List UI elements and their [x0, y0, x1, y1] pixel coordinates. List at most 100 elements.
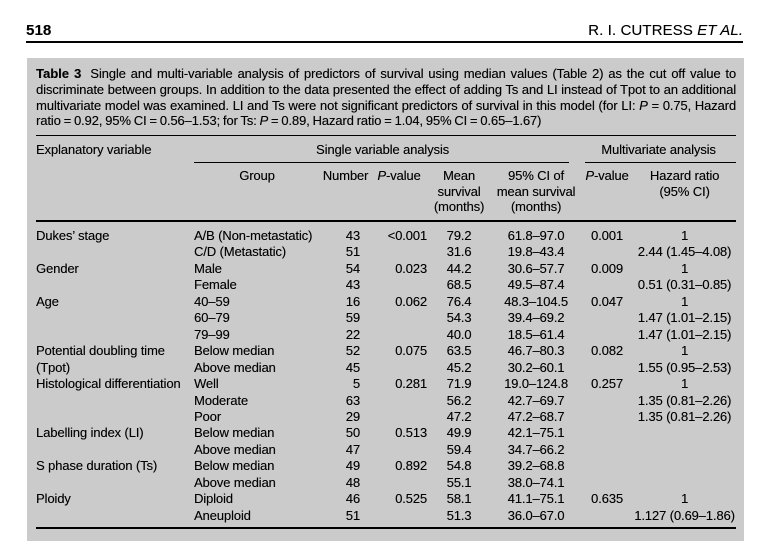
table-row: Age 40–59 16 0.062 76.4 48.3–104.5 0.047 1: [36, 294, 736, 310]
caption-line-1: Table 3 Single and multi-variable analysi…: [36, 66, 737, 81]
table-cell: Above median: [194, 474, 276, 490]
table-cell: 47.2: [446, 408, 472, 424]
table-row: Above median 47 59.4 34.7–66.2: [36, 442, 736, 458]
running-head: R. I. CUTRESS ET AL.: [588, 21, 743, 39]
table-cell: 34.7–66.2: [507, 441, 565, 457]
table-cell: 39.2–68.8: [507, 458, 565, 474]
table-row: Dukes’ stage A/B (Non-metastatic) 43 <0.001…: [36, 228, 736, 244]
table-cell: [633, 475, 736, 491]
table-cell: 0.257: [591, 376, 623, 392]
table-cell: 45.2: [446, 359, 472, 375]
table-cell: 49: [345, 458, 360, 474]
table-cell: Ploidy: [36, 491, 71, 507]
table-cell: [371, 442, 427, 458]
col-header-p-value-multivariate: P-value: [585, 167, 629, 183]
table-cell: 54.8: [446, 458, 472, 474]
table-cell: 63: [345, 392, 360, 408]
table-cell: 2.44 (1.45–4.08): [637, 244, 732, 260]
table-cell: 50: [345, 425, 360, 441]
col-header-ci-mean-survival: 95% CI of mean survival (months): [496, 167, 576, 215]
table-cell: 51: [345, 507, 360, 523]
table-cell: [371, 508, 427, 524]
table-cell: 58.1: [446, 491, 472, 507]
table-cell: 39.4–69.2: [507, 310, 565, 326]
table-cell: 47: [345, 441, 360, 457]
table-cell: [581, 327, 633, 343]
table-cell: 41.1–75.1: [507, 491, 565, 507]
table-cell: 0.062: [395, 293, 427, 309]
table-cell: A/B (Non-metastatic): [194, 228, 313, 243]
col-header-number: Number: [322, 167, 369, 183]
table-cell: Moderate: [194, 392, 248, 408]
table-row: Above median 48 55.1 38.0–74.1: [36, 475, 736, 491]
table-cell: 47.2–68.7: [507, 408, 565, 424]
table-cell: [581, 508, 633, 524]
table-panel: Table 3 Single and multi-variable analysi…: [27, 58, 744, 541]
table-body: Dukes’ stage A/B (Non-metastatic) 43 <0.001…: [36, 228, 736, 524]
header-rule: [36, 220, 736, 223]
table-bottom-rule: [36, 527, 736, 530]
table-row: Moderate 63 56.2 42.7–69.7 1.35 (0.81–2.26): [36, 393, 736, 409]
table-cell: 79.2: [446, 228, 472, 243]
table-cell: 0.047: [591, 293, 623, 309]
single-variable-spanner-rule: [194, 161, 569, 163]
table-cell: [371, 360, 427, 376]
table-cell: 30.6–57.7: [507, 260, 565, 276]
table-cell: [633, 458, 736, 474]
table-cell: 42.7–69.7: [507, 392, 565, 408]
table-cell: [36, 393, 194, 409]
running-head-et-al: ET AL.: [697, 21, 743, 39]
table-cell: 0.635: [591, 491, 623, 507]
table-cell: 18.5–61.4: [507, 326, 565, 342]
table-row: Poor 29 47.2 47.2–68.7 1.35 (0.81–2.26): [36, 409, 736, 425]
table-cell: [581, 360, 633, 376]
running-head-authors: R. I. CUTRESS: [588, 21, 698, 39]
table-cell: 43: [345, 277, 360, 293]
table-cell: [371, 277, 427, 293]
table-cell: 0.525: [395, 491, 427, 507]
table-cell: 48: [345, 474, 360, 490]
table-cell: [371, 409, 427, 425]
table-cell: 29: [345, 408, 360, 424]
table-cell: Gender: [36, 260, 79, 276]
table-cell: 76.4: [446, 293, 472, 309]
table-cell: 36.0–67.0: [507, 507, 565, 523]
table-cell: [581, 244, 633, 260]
table-cell: 54.3: [446, 310, 472, 326]
table-cell: 48.3–104.5: [504, 293, 568, 309]
table-cell: [36, 409, 194, 425]
table-row: S phase duration (Ts) Below median 49 0.892…: [36, 458, 736, 474]
table-cell: 31.6: [446, 244, 472, 260]
table-cell: 44.2: [446, 260, 472, 276]
caption-line-4: ratio = 0.92, 95% CI = 0.56–1.53; for Ts…: [36, 113, 542, 129]
caption-line-2: discriminate between groups. In addition…: [36, 81, 736, 97]
table-cell: [633, 442, 736, 458]
table-cell: 0.001: [591, 228, 623, 243]
table-cell: [581, 425, 633, 441]
caption-rule: [36, 134, 736, 137]
table-cell: 0.009: [591, 260, 623, 276]
table-row: Gender Male 54 0.023 44.2 30.6–57.7 0.009 1: [36, 261, 736, 277]
table-cell: [36, 244, 194, 260]
table-cell: 71.9: [446, 376, 472, 392]
table-cell: Labelling index (LI): [36, 425, 144, 441]
multivariate-spanner-rule: [585, 161, 736, 163]
column-header-row: Group Number P-value Mean survival (mont…: [36, 166, 736, 228]
table-cell: Potential doubling time: [36, 343, 165, 359]
col-header-mean-survival: Mean survival (months): [433, 167, 485, 215]
table-cell: 1: [680, 293, 689, 309]
table-cell: [581, 409, 633, 425]
page-header: 518 R. I. CUTRESS ET AL.: [26, 21, 743, 40]
table-cell: 46: [345, 491, 360, 507]
table-cell: Female: [194, 277, 237, 293]
table-row: Aneuploid 51 51.3 36.0–67.0 1.127 (0.69–1.86…: [36, 508, 736, 524]
table-cell: 5: [352, 376, 360, 392]
table-row: 60–79 59 54.3 39.4–69.2 1.47 (1.01–2.15): [36, 310, 736, 326]
table-cell: 1: [680, 343, 689, 359]
table-cell: 60–79: [194, 310, 230, 326]
table-cell: [581, 393, 633, 409]
table-cell: 51: [345, 244, 360, 260]
table-cell: Poor: [194, 408, 221, 424]
table-row: C/D (Metastatic) 51 31.6 19.8–43.4 2.44 (1.4…: [36, 244, 736, 260]
table-cell: [371, 310, 427, 326]
